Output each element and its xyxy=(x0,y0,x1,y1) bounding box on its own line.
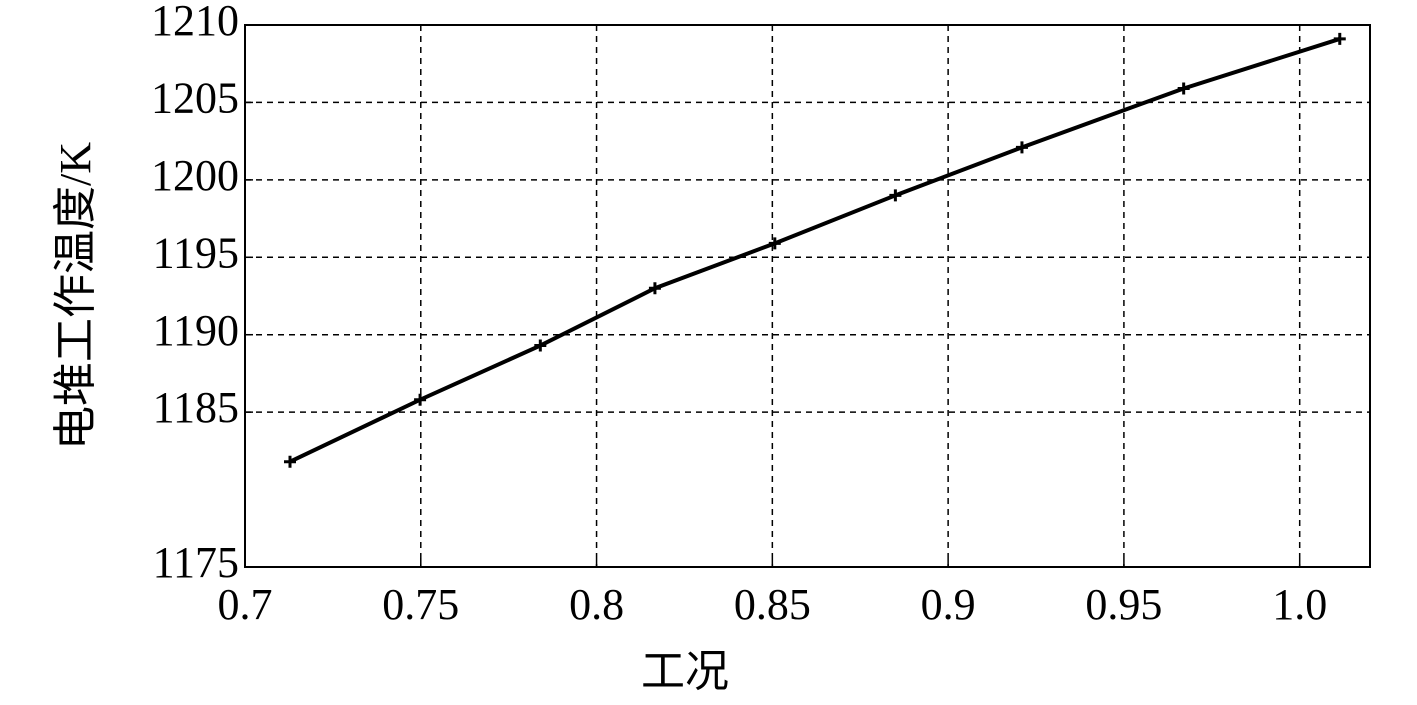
y-tick-label: 1195 xyxy=(153,228,239,277)
data-point xyxy=(1177,82,1190,95)
x-tick-label: 0.7 xyxy=(218,580,273,629)
y-tick-label: 1210 xyxy=(151,0,239,45)
data-point xyxy=(534,339,547,352)
x-tick-label: 0.85 xyxy=(734,580,811,629)
y-tick-label: 1185 xyxy=(153,383,239,432)
x-tick-label: 0.9 xyxy=(921,580,976,629)
data-point xyxy=(648,282,661,295)
plot-frame xyxy=(244,24,1371,568)
y-tick-label: 1200 xyxy=(151,151,239,200)
data-point xyxy=(768,237,781,250)
x-tick-label: 0.8 xyxy=(569,580,624,629)
y-axis-label: 电堆工作温度/K xyxy=(51,142,100,450)
data-point xyxy=(414,393,427,406)
data-point xyxy=(889,189,902,202)
data-point xyxy=(284,455,296,468)
data-point xyxy=(1333,32,1346,45)
data-point xyxy=(1015,141,1028,154)
y-tick-label: 1175 xyxy=(153,538,239,587)
x-tick-label: 1.0 xyxy=(1272,580,1327,629)
y-tick-label: 1205 xyxy=(151,74,239,123)
x-tick-label: 0.95 xyxy=(1085,580,1162,629)
x-tick-label: 0.75 xyxy=(382,580,459,629)
y-tick-label: 1190 xyxy=(153,306,239,355)
x-axis-label: 工况 xyxy=(641,647,729,696)
